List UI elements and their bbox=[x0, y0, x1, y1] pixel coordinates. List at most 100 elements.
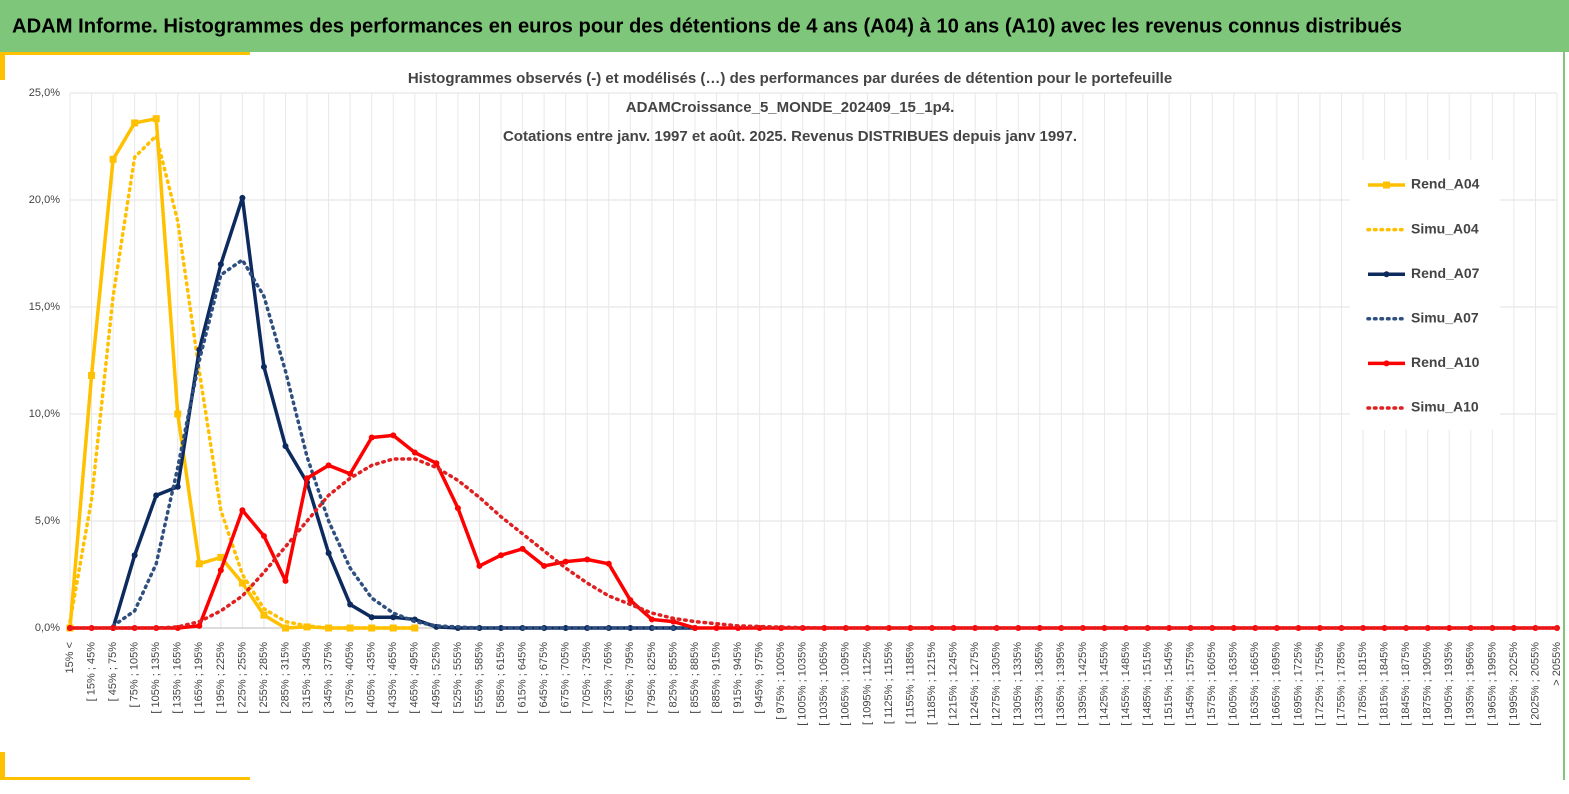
chart-title: ADAMCroissance_5_MONDE_202409_15_1p4. bbox=[626, 99, 955, 116]
x-tick-label: [ 1185% ; 1215% bbox=[926, 642, 938, 725]
x-tick-label: [ 285% ; 315% bbox=[279, 642, 291, 714]
x-tick-label: [ 1785% ; 1815% bbox=[1357, 642, 1369, 726]
x-tick-label: [ 1095% ; 1125% bbox=[861, 642, 873, 725]
marker bbox=[195, 560, 203, 568]
x-tick-label: 15% < bbox=[64, 642, 76, 674]
marker bbox=[282, 443, 289, 450]
x-tick-label: [ 225% ; 255% bbox=[236, 642, 248, 714]
x-tick-label: [ 1215% ; 1245% bbox=[947, 642, 959, 726]
x-tick-label: [ 1305% ; 1335% bbox=[1012, 642, 1024, 726]
y-tick-label: 0,0% bbox=[35, 622, 60, 634]
x-tick-label: [ 1725% ; 1755% bbox=[1314, 642, 1326, 726]
x-tick-label: [ 975% ; 1005% bbox=[775, 642, 787, 720]
model-line bbox=[68, 134, 417, 630]
x-tick-label: [ 1605% ; 1635% bbox=[1228, 642, 1240, 726]
marker bbox=[260, 363, 267, 370]
x-tick-label: [ 1515% ; 1545% bbox=[1163, 642, 1175, 726]
legend-label: Simu_A10 bbox=[1411, 399, 1479, 415]
x-tick-label: [ 1575% ; 1605% bbox=[1206, 642, 1218, 726]
observed-line bbox=[70, 433, 1557, 630]
chart-title: Histogrammes observés (-) et modélisés (… bbox=[408, 70, 1172, 87]
x-tick-label: [ 195% ; 225% bbox=[215, 642, 227, 714]
x-tick-label: [ 945% ; 975% bbox=[754, 642, 766, 714]
legend-marker bbox=[1383, 360, 1390, 367]
marker bbox=[238, 579, 246, 587]
marker bbox=[648, 616, 655, 623]
x-tick-label: > 2055% bbox=[1551, 642, 1563, 686]
marker bbox=[476, 562, 483, 569]
marker bbox=[196, 622, 203, 629]
x-tick-label: [ 1275% ; 1305% bbox=[991, 642, 1003, 726]
x-tick-label: [ 1845% ; 1875% bbox=[1400, 642, 1412, 726]
model-line bbox=[68, 457, 1559, 630]
legend-box bbox=[1350, 160, 1500, 430]
x-tick-label: [ 765% ; 795% bbox=[624, 642, 636, 714]
x-tick-label: [ 1695% ; 1725% bbox=[1292, 642, 1304, 726]
marker bbox=[325, 550, 332, 557]
x-tick-label: [ 555% ; 585% bbox=[473, 642, 485, 714]
marker bbox=[584, 556, 591, 563]
x-tick-label: [ 1245% ; 1275% bbox=[969, 642, 981, 726]
marker bbox=[411, 624, 419, 632]
y-tick-label: 5,0% bbox=[35, 515, 60, 527]
marker bbox=[390, 432, 397, 439]
marker bbox=[541, 562, 548, 569]
chart-title: Cotations entre janv. 1997 et août. 2025… bbox=[503, 128, 1077, 145]
marker bbox=[282, 577, 289, 584]
x-tick-label: [ 675% ; 705% bbox=[560, 642, 572, 714]
y-tick-label: 25,0% bbox=[29, 87, 60, 99]
x-tick-label: [ 1425% ; 1455% bbox=[1098, 642, 1110, 726]
x-tick-label: [ 1905% ; 1935% bbox=[1443, 642, 1455, 726]
x-tick-label: [ 315% ; 345% bbox=[301, 642, 313, 714]
marker bbox=[670, 618, 677, 625]
x-tick-label: [ 645% ; 675% bbox=[538, 642, 550, 714]
marker bbox=[1510, 625, 1517, 631]
x-tick-label: [ 1935% ; 1965% bbox=[1465, 642, 1477, 726]
marker bbox=[347, 601, 354, 608]
marker bbox=[605, 560, 612, 567]
marker bbox=[174, 483, 181, 490]
marker bbox=[88, 371, 96, 379]
x-tick-label: [ 795% ; 825% bbox=[646, 642, 658, 714]
x-tick-label: [ 135% ; 165% bbox=[172, 642, 184, 714]
legend-marker bbox=[1383, 181, 1390, 189]
x-tick-label: [ 705% ; 735% bbox=[581, 642, 593, 714]
x-tick-label: [ 1665% ; 1695% bbox=[1271, 642, 1283, 726]
observed-line bbox=[111, 196, 695, 630]
marker bbox=[347, 470, 354, 477]
legend-label: Rend_A04 bbox=[1411, 176, 1480, 192]
x-tick-label: [ 1755% ; 1785% bbox=[1335, 642, 1347, 726]
marker bbox=[109, 155, 117, 163]
marker bbox=[433, 460, 440, 467]
model-line bbox=[111, 258, 697, 630]
legend-label: Simu_A04 bbox=[1411, 220, 1479, 236]
marker bbox=[152, 115, 160, 123]
y-tick-label: 20,0% bbox=[29, 194, 60, 206]
x-tick-label: [ 1995% ; 2025% bbox=[1508, 642, 1520, 726]
x-tick-label: [ 345% ; 375% bbox=[323, 642, 335, 714]
decoration bbox=[1563, 52, 1565, 780]
x-tick-label: [ 915% ; 945% bbox=[732, 642, 744, 714]
x-tick-label: [ 495% ; 525% bbox=[430, 642, 442, 714]
x-tick-label: [ 465% ; 495% bbox=[409, 642, 421, 714]
x-tick-label: [ 1395% ; 1425% bbox=[1077, 642, 1089, 726]
x-tick-label: [ 1335% ; 1365% bbox=[1034, 642, 1046, 726]
marker bbox=[390, 614, 397, 621]
decoration bbox=[0, 752, 5, 780]
x-tick-label: [ 1545% ; 1575% bbox=[1185, 642, 1197, 726]
x-tick-label: [ 435% ; 465% bbox=[387, 642, 399, 714]
x-tick-label: [ 165% ; 195% bbox=[193, 642, 205, 714]
marker bbox=[713, 625, 720, 631]
marker bbox=[131, 552, 138, 559]
marker bbox=[260, 611, 268, 619]
legend-label: Simu_A07 bbox=[1411, 310, 1479, 326]
legend-label: Rend_A07 bbox=[1411, 265, 1480, 281]
marker bbox=[691, 625, 698, 631]
marker bbox=[217, 553, 225, 561]
marker bbox=[325, 462, 332, 469]
x-tick-label: [ 45% ; 75% bbox=[107, 642, 119, 702]
y-tick-label: 10,0% bbox=[29, 408, 60, 420]
marker bbox=[217, 567, 224, 574]
x-tick-label: [ 735% ; 765% bbox=[603, 642, 615, 714]
